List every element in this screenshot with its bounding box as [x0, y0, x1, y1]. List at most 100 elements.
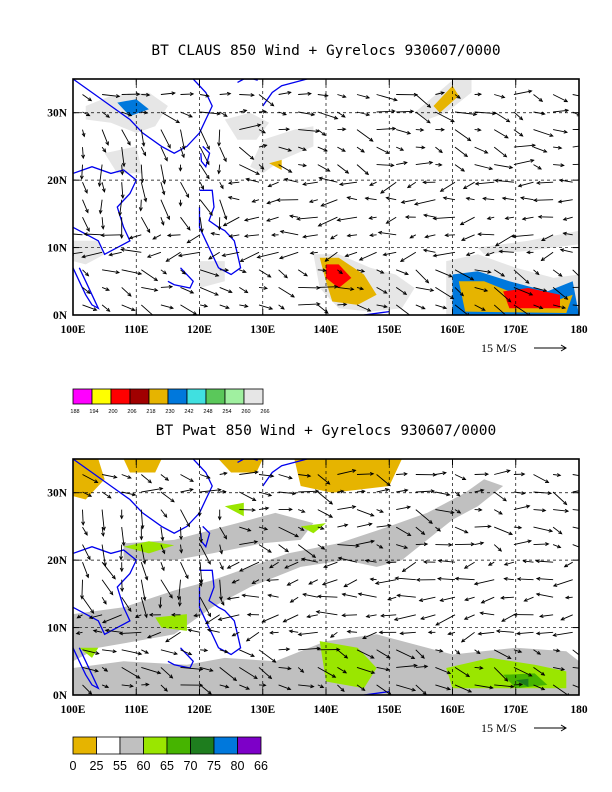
wind-vector-head — [423, 664, 429, 669]
coastline — [167, 267, 194, 289]
wind-vector-head — [268, 564, 274, 569]
wind-vector — [239, 304, 248, 307]
wind-vector-head — [266, 218, 271, 222]
wind-vector-head — [263, 526, 269, 531]
wind-vector — [464, 614, 475, 620]
wind-vector-head — [360, 148, 365, 153]
wind-vector — [415, 490, 435, 493]
wind-vector-head — [104, 628, 110, 633]
wind-vector-head — [564, 508, 570, 513]
wind-vector-head — [399, 631, 404, 636]
wind-vector — [219, 199, 227, 220]
wind-vector — [558, 199, 573, 203]
wind-vector-head — [479, 611, 484, 616]
wind-vector — [466, 197, 475, 201]
wind-vector — [572, 526, 579, 529]
y-tick-label: 30N — [47, 108, 68, 120]
wind-vector — [533, 667, 545, 676]
wind-vector — [101, 509, 105, 531]
wind-vector-head — [153, 287, 159, 292]
wind-vector-head — [199, 228, 204, 234]
wind-vector — [167, 234, 181, 236]
wind-vector-head — [208, 255, 213, 260]
wind-vector — [129, 234, 142, 239]
wind-vector-head — [269, 473, 275, 478]
wind-vector — [553, 474, 561, 476]
coastline — [73, 267, 100, 310]
wind-vector — [180, 544, 182, 553]
wind-vector-head — [465, 196, 470, 201]
wind-vector — [533, 304, 543, 309]
wind-vector-head — [214, 273, 220, 277]
wind-vector-head — [464, 529, 469, 534]
wind-vector-head — [542, 288, 548, 293]
wind-vector — [239, 269, 246, 273]
wind-vector-head — [528, 292, 534, 296]
wind-vector — [572, 509, 579, 511]
wind-vector-head — [365, 614, 371, 619]
wind-vector-head — [94, 668, 100, 673]
wind-vector-head — [334, 284, 339, 289]
colorbar-label: 55 — [113, 759, 127, 773]
wind-vector — [407, 181, 417, 188]
wind-vector — [239, 287, 248, 293]
wind-vector-head — [134, 614, 140, 618]
wind-vector — [199, 666, 213, 672]
wind-vector-head — [88, 615, 94, 620]
wind-vector — [89, 614, 103, 619]
wind-vector-head — [460, 167, 466, 172]
wind-vector — [533, 649, 541, 655]
wind-vector-head — [140, 525, 145, 530]
wind-vector-head — [538, 97, 544, 102]
wind-vector-head — [203, 648, 209, 653]
wind-vector-head — [308, 580, 313, 585]
wind-vector — [520, 197, 534, 201]
wind-vector-head — [336, 217, 341, 222]
wind-vector — [180, 562, 189, 579]
wind-vector — [415, 94, 431, 108]
reference-vector-arrowhead — [560, 724, 567, 732]
wind-vector — [232, 579, 240, 584]
wind-vector-head — [238, 568, 244, 572]
wind-vector — [495, 179, 514, 183]
wind-vector — [283, 614, 299, 623]
coastline — [198, 569, 242, 656]
wind-vector-head — [272, 658, 277, 663]
wind-vector — [461, 234, 475, 241]
wind-vector — [572, 145, 579, 148]
wind-vector — [279, 251, 299, 259]
wind-vector-head — [456, 650, 461, 655]
wind-vector-head — [92, 629, 98, 634]
wind-vector — [435, 304, 447, 309]
wind-vector-head — [156, 670, 162, 675]
wind-vector — [101, 182, 105, 193]
wind-vector-head — [146, 92, 151, 97]
wind-vector-head — [488, 166, 494, 171]
wind-vector — [258, 526, 268, 530]
wind-vector-head — [484, 149, 489, 154]
wind-vector — [396, 544, 408, 549]
wind-vector — [222, 251, 240, 257]
wind-vector-head — [406, 505, 412, 510]
wind-vector — [493, 544, 502, 552]
colorbar-swatch — [213, 736, 238, 755]
wind-vector — [199, 164, 210, 179]
wind-vector-head — [446, 670, 452, 675]
wind-vector — [297, 269, 308, 277]
wind-vector — [370, 234, 377, 236]
wind-vector-head — [563, 129, 569, 134]
wind-vector — [396, 269, 409, 275]
wind-vector — [474, 525, 491, 528]
wind-vector — [415, 146, 425, 149]
wind-vector — [380, 181, 397, 194]
wind-vector-head — [165, 638, 170, 643]
wind-vector-head — [477, 631, 482, 636]
wind-vector-head — [131, 307, 136, 312]
wind-vector-head — [288, 214, 294, 219]
x-tick-label: 160E — [440, 704, 465, 716]
wind-vector-head — [462, 185, 468, 190]
wind-vector — [289, 215, 299, 218]
wind-vector — [270, 631, 279, 634]
wind-vector-head — [255, 171, 261, 175]
wind-vector-head — [256, 254, 261, 259]
